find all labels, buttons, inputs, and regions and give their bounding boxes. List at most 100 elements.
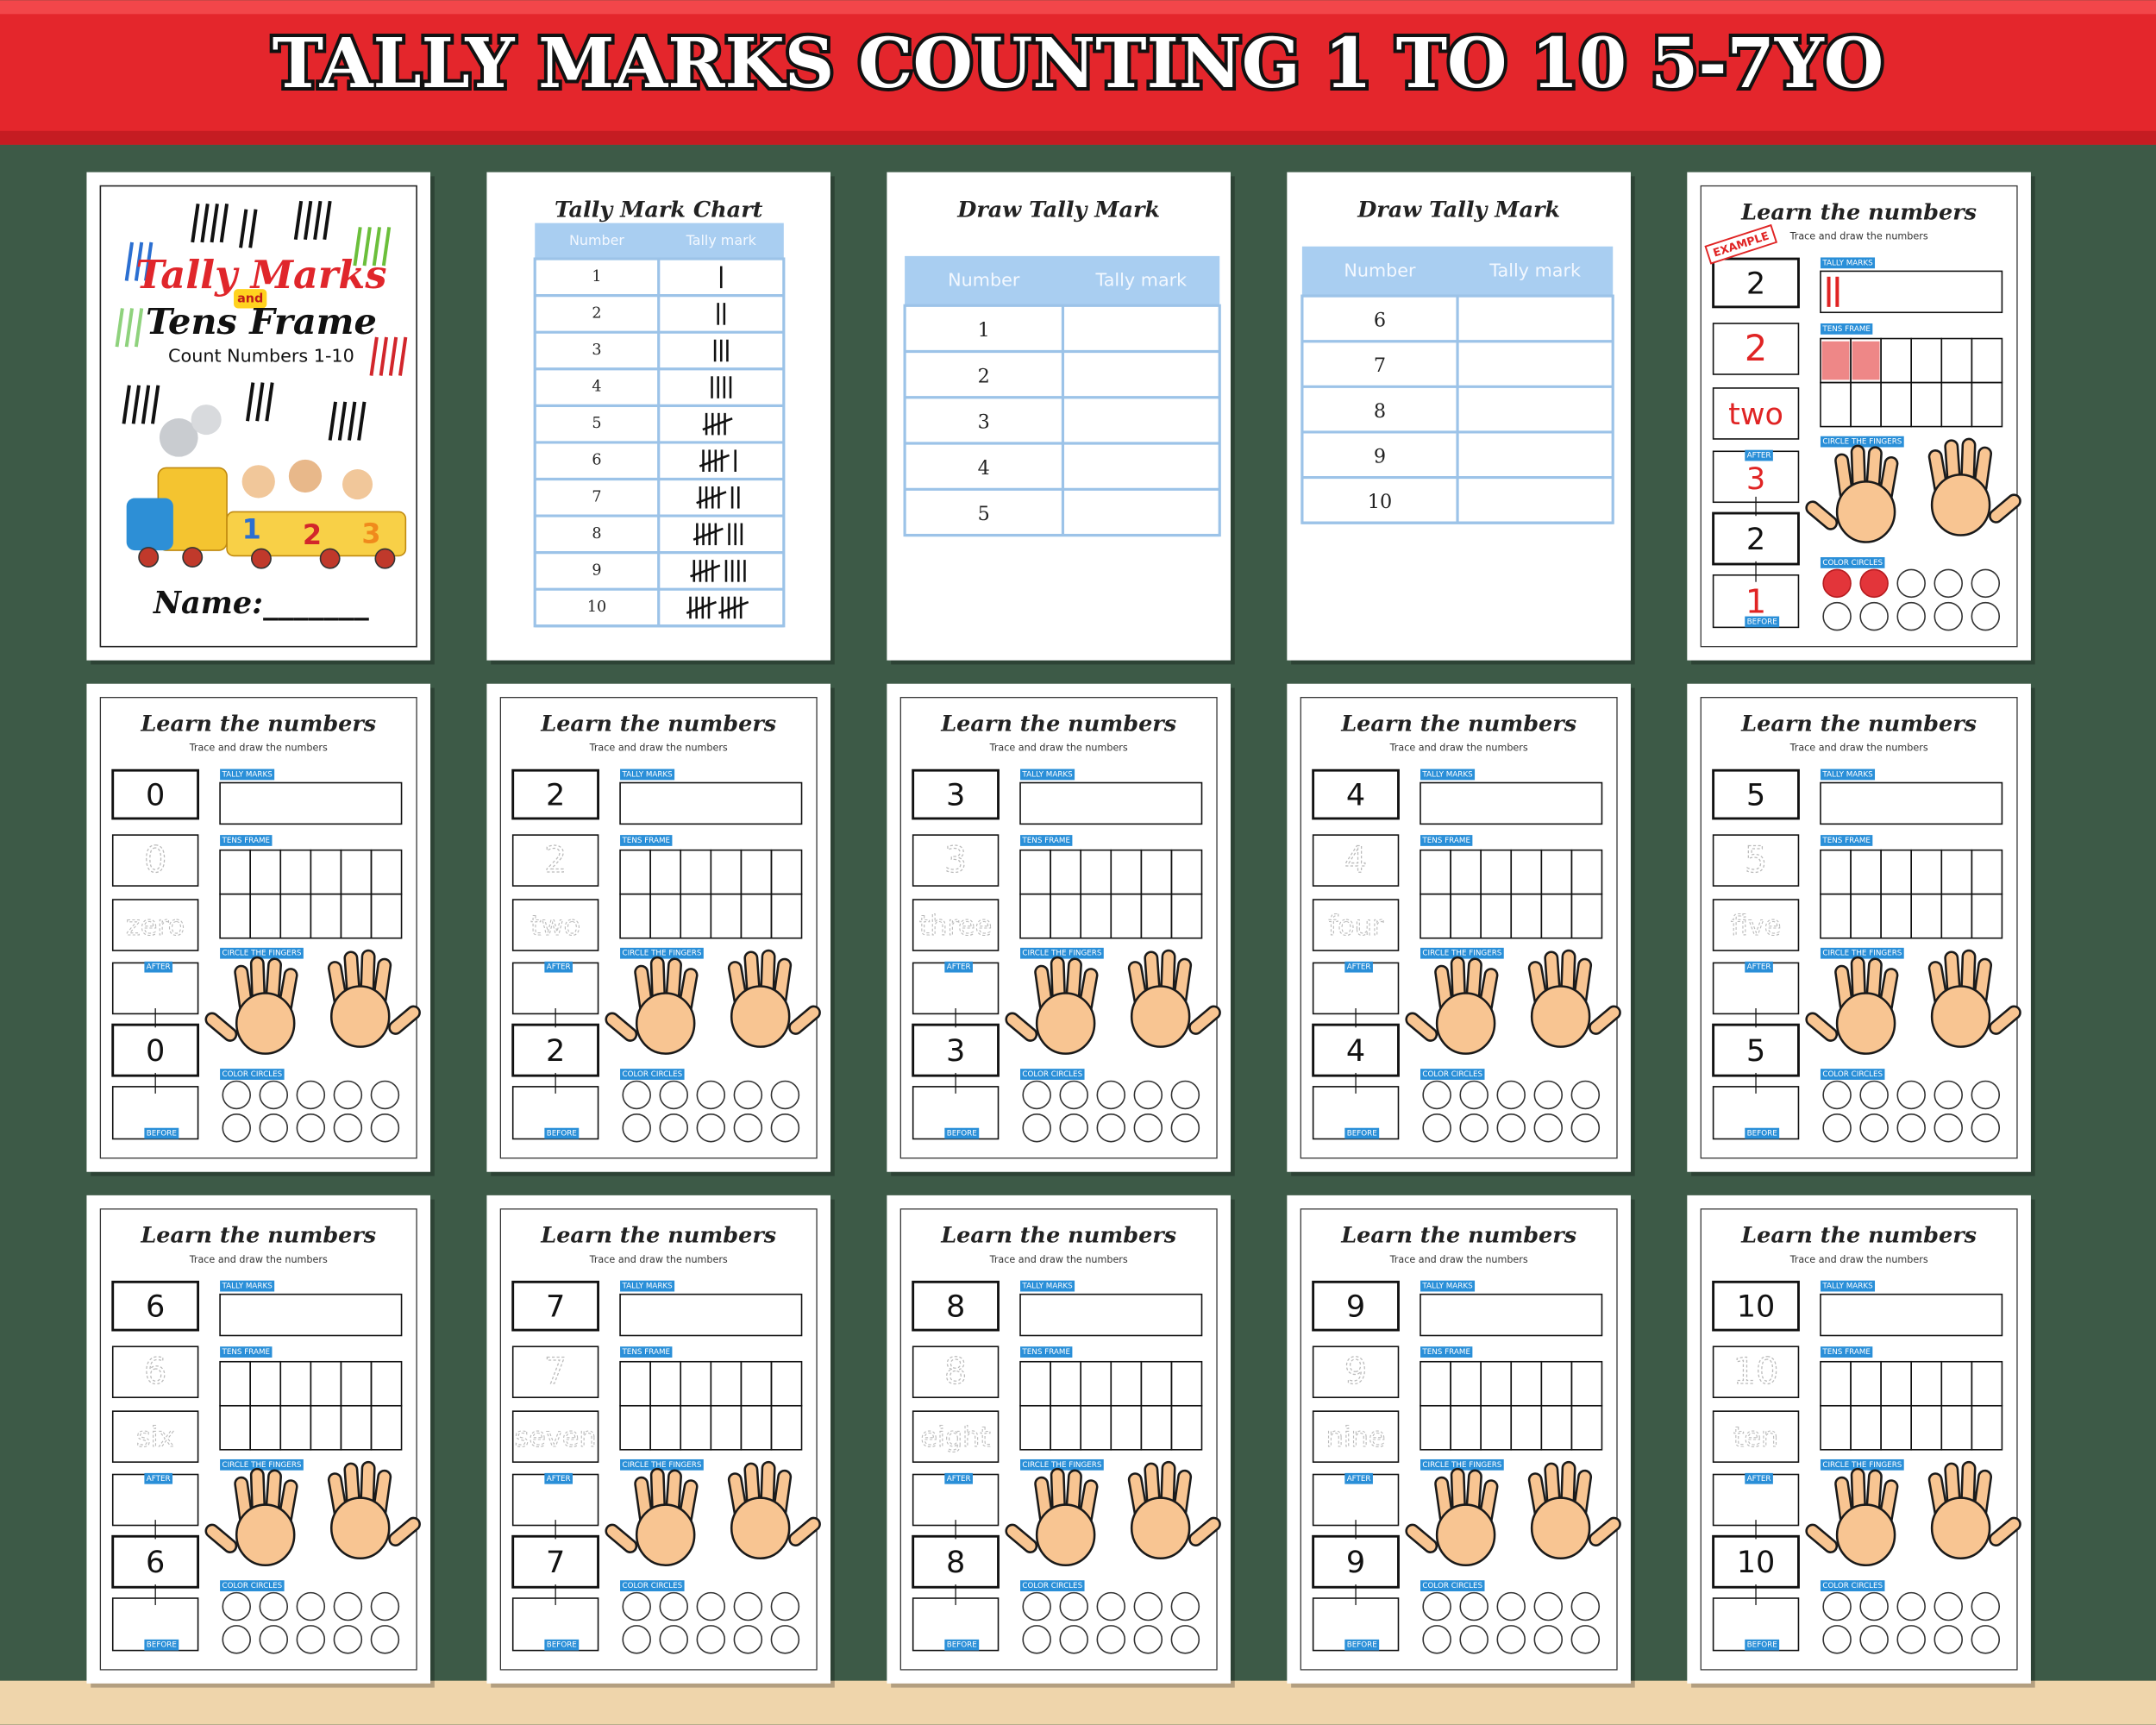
word-trace-guide: nine [1326,1421,1386,1453]
number-trace-guide: 5 [1745,839,1767,881]
circle-empty [1022,1591,1051,1622]
number-middle: 0 [146,1033,165,1069]
number-trace-guide: 3 [944,839,967,881]
section-label: COLOR CIRCLES [1422,1070,1482,1079]
number-middle: 7 [546,1545,565,1580]
cover-decor-mark [379,336,388,376]
circle-empty [1822,1591,1852,1622]
section-label-bg [1820,947,1904,959]
tally-slash [699,454,730,467]
cover-decor-mark [200,204,210,243]
worksheet-page: Learn the numbers Trace and draw the numb… [887,1195,1235,1688]
circle-empty [222,1591,251,1622]
page-subtitle: Trace and draw the numbers [589,743,728,754]
number-box [912,768,1000,820]
hand-palm [1930,474,1991,536]
inner-border [499,697,818,1159]
section-label: TALLY MARKS [621,770,673,779]
number-box [1312,899,1400,951]
circle-empty [333,1625,363,1654]
row-number: 9 [1374,445,1386,467]
inner-border [499,1208,818,1671]
page-title: Learn the numbers [140,1223,376,1249]
circle-empty [1570,1080,1601,1110]
circle-empty [222,1080,251,1110]
circle-empty [1459,1113,1489,1143]
row-number: 8 [592,525,601,543]
circle-empty [1096,1625,1126,1654]
circle-empty [1170,1591,1200,1622]
circle-empty [1533,1113,1564,1143]
hand-thumb [1405,1523,1438,1553]
circle-empty [1934,1625,1963,1654]
section-label: CIRCLE THE FINGERS [1822,438,1902,447]
section-label: TALLY MARKS [1421,1283,1473,1291]
circle-empty [1971,1591,2001,1622]
section-label: BEFORE [147,1130,177,1138]
section-label: CIRCLE THE FINGERS [222,1461,301,1470]
number-main: 7 [546,1289,565,1325]
row-number: 4 [592,379,601,396]
section-label: TALLY MARKS [1021,770,1073,779]
number-box [1712,257,1800,309]
cover-decor-mark [191,204,200,243]
section-label-bg [1745,1639,1780,1651]
number-traced: 2 [1745,328,1767,369]
hand-icon [1927,1460,2021,1560]
circle-empty [1859,1113,1889,1143]
circle-empty [1133,1591,1163,1622]
section-label: BEFORE [947,1641,977,1650]
row-number: 2 [592,304,601,322]
word-trace-guide: two [530,909,580,942]
cover-decor-mark [381,227,392,267]
circle-empty [333,1080,363,1110]
section-label: COLOR CIRCLES [1822,1070,1883,1079]
circle-empty [1570,1591,1601,1622]
hand-icon [1927,949,2021,1048]
section-label: AFTER [1347,963,1371,972]
number-middle: 2 [1746,522,1765,557]
inner-border [899,697,1218,1159]
tally-slash [686,600,717,615]
section-label-bg [1820,1280,1876,1292]
tally-box [219,781,403,825]
tally-box [1420,781,1603,825]
number-trace-guide: 2 [544,839,567,881]
section-label: TALLY MARKS [1021,1283,1073,1291]
cover-decor-mark [328,401,338,441]
header-band [0,0,2156,145]
section-label-bg [1420,1458,1504,1471]
section-label-bg [220,835,273,846]
circle-empty [733,1113,763,1143]
circle-empty [696,1625,726,1654]
row-number: 10 [587,599,606,616]
tens-frame-cell [1170,1404,1203,1451]
row-number: 7 [1374,354,1386,377]
circle-empty [1971,568,2001,599]
section-label: AFTER [1347,1475,1371,1484]
section-label-bg [1020,1458,1104,1471]
section-label: TALLY MARKS [621,1283,673,1291]
section-label-bg [1344,961,1373,973]
section-label-bg [1745,961,1773,973]
hand-thumb [388,1516,421,1546]
section-label-bg [620,1458,704,1471]
section-label-bg [1020,768,1075,781]
cover-decor-mark [362,227,372,267]
hand-icon [1405,1467,1499,1567]
hand-thumb [1989,493,2021,524]
number-box [1312,1346,1400,1399]
train-wheel [319,548,341,569]
circle-empty [296,1080,326,1110]
hand-icon [1405,956,1499,1055]
circle-empty [1822,1080,1852,1110]
word-trace-guide: six [136,1421,174,1453]
circle-empty [259,1625,289,1654]
tens-frame-cell [1570,893,1603,939]
section-label-bg [220,947,304,959]
page-title: Draw Tally Mark [956,197,1160,223]
section-label: BEFORE [1347,1641,1377,1650]
cover-decor-mark [239,209,248,248]
circle-empty [1859,1080,1889,1110]
section-label: TENS FRAME [1021,837,1070,845]
